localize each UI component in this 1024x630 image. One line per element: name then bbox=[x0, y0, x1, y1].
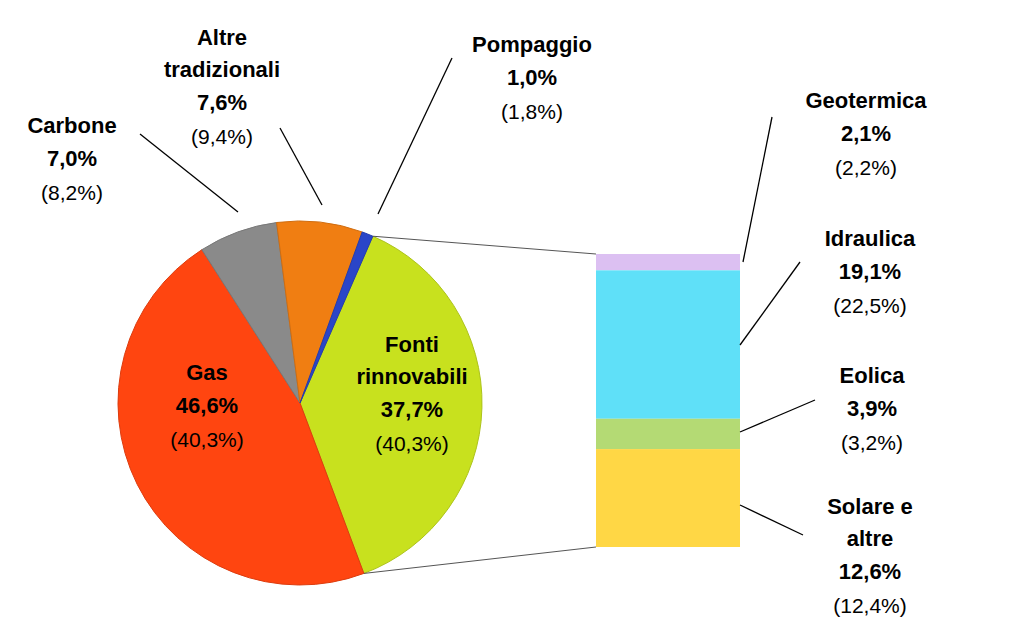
value-label: 3,9% bbox=[847, 396, 897, 421]
category-label-line: altre bbox=[847, 526, 893, 551]
leader-line bbox=[378, 58, 452, 214]
previous-value-label: (12,4%) bbox=[833, 594, 907, 617]
category-label: Gas bbox=[186, 360, 228, 385]
pie bbox=[118, 221, 482, 585]
connector bbox=[364, 547, 596, 573]
pie-slice bbox=[277, 221, 363, 403]
labels: Fonti rinnovabili 37,7% (40,3%) Gas 46,6% (40,… bbox=[27, 25, 927, 617]
category-label-line: rinnovabili bbox=[356, 364, 467, 389]
category-label: Fonti rinnovabili bbox=[356, 332, 467, 389]
category-label-line: Idraulica bbox=[825, 226, 916, 251]
previous-value-label: (3,2%) bbox=[841, 431, 903, 454]
category-label: Eolica bbox=[840, 363, 906, 388]
leader-line bbox=[740, 400, 815, 432]
value-label: 7,6% bbox=[197, 90, 247, 115]
bar-segment bbox=[596, 270, 740, 418]
breakdown-bar bbox=[596, 254, 740, 547]
category-label-line: Gas bbox=[186, 360, 228, 385]
previous-value-label: (22,5%) bbox=[833, 294, 907, 317]
value-label: 37,7% bbox=[381, 397, 443, 422]
leader-line bbox=[743, 117, 772, 262]
value-label: 46,6% bbox=[176, 393, 238, 418]
leader-line bbox=[280, 128, 322, 205]
category-label: Geotermica bbox=[805, 88, 927, 113]
value-label: 12,6% bbox=[839, 559, 901, 584]
bar-segment bbox=[596, 449, 740, 547]
value-label: 19,1% bbox=[839, 259, 901, 284]
leader-line bbox=[740, 505, 803, 535]
category-label: Carbone bbox=[27, 113, 116, 138]
bar-segment bbox=[596, 254, 740, 270]
category-label-line: Solare e bbox=[827, 494, 913, 519]
bar-segment bbox=[596, 419, 740, 449]
category-label-line: Geotermica bbox=[805, 88, 927, 113]
chart-svg: Fonti rinnovabili 37,7% (40,3%) Gas 46,6% (40,… bbox=[0, 0, 1024, 630]
value-label: 1,0% bbox=[507, 65, 557, 90]
category-label-line: Eolica bbox=[840, 363, 906, 388]
previous-value-label: (1,8%) bbox=[501, 100, 563, 123]
category-label-line: Carbone bbox=[27, 113, 116, 138]
value-label: 7,0% bbox=[47, 146, 97, 171]
category-label-line: tradizionali bbox=[164, 57, 280, 82]
lines bbox=[140, 58, 815, 573]
category-label: Idraulica bbox=[825, 226, 916, 251]
category-label: Altre tradizionali bbox=[164, 25, 280, 82]
previous-value-label: (8,2%) bbox=[41, 181, 103, 204]
leader-line bbox=[740, 262, 800, 345]
marks bbox=[118, 221, 740, 585]
category-label: Pompaggio bbox=[472, 32, 592, 57]
category-label-line: Fonti bbox=[385, 332, 439, 357]
value-label: 2,1% bbox=[841, 121, 891, 146]
previous-value-label: (9,4%) bbox=[191, 125, 253, 148]
previous-value-label: (40,3%) bbox=[170, 428, 244, 451]
connector bbox=[373, 236, 596, 254]
category-label: Solare e altre bbox=[827, 494, 913, 551]
category-label-line: Altre bbox=[197, 25, 247, 50]
category-label-line: Pompaggio bbox=[472, 32, 592, 57]
previous-value-label: (40,3%) bbox=[375, 432, 449, 455]
chart-container: Fonti rinnovabili 37,7% (40,3%) Gas 46,6% (40,… bbox=[0, 0, 1024, 630]
previous-value-label: (2,2%) bbox=[835, 156, 897, 179]
